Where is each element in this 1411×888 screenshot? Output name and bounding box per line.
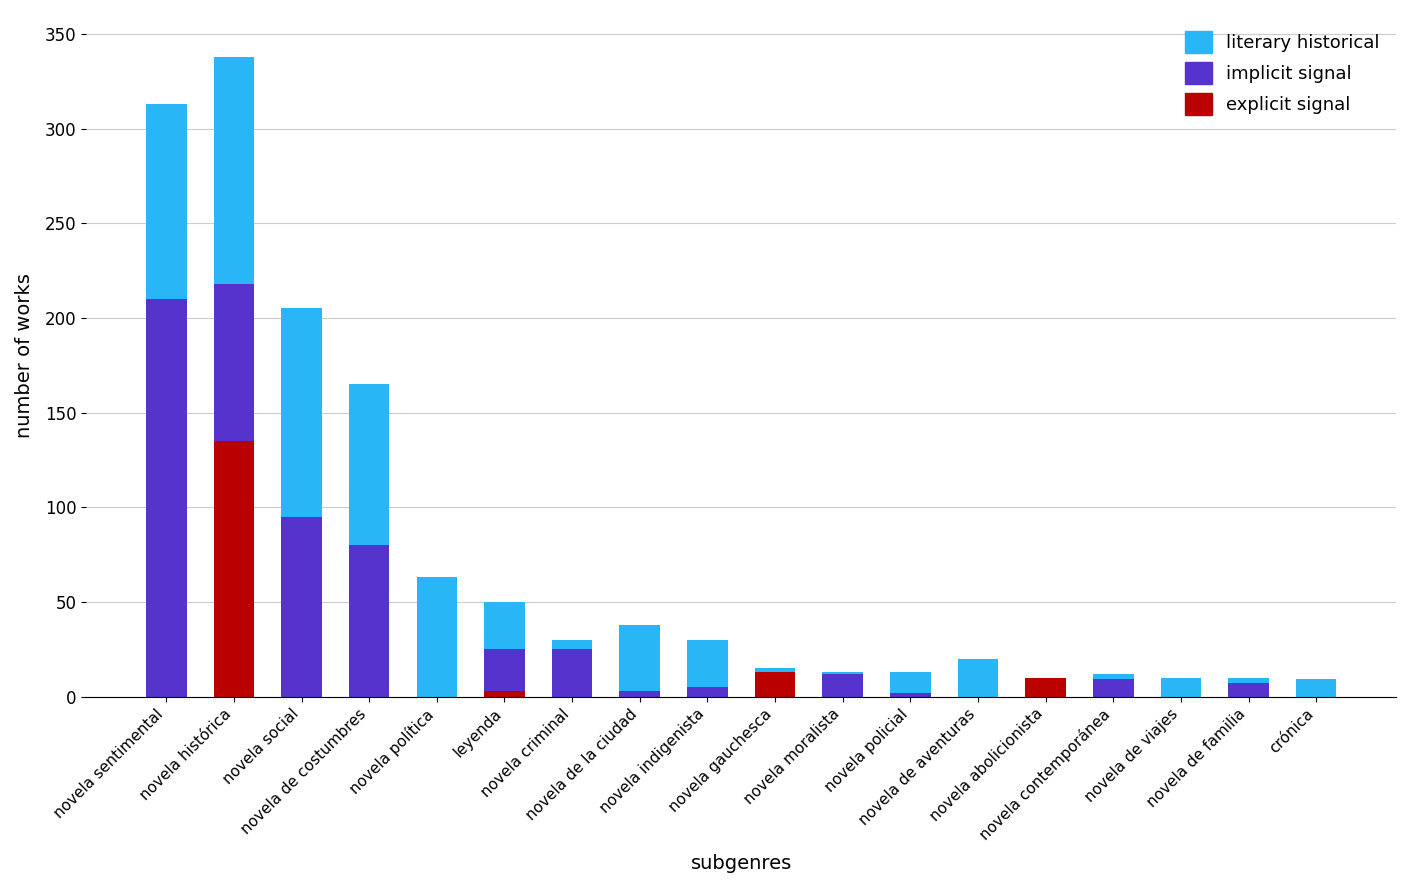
Bar bbox=[1228, 683, 1268, 696]
Bar bbox=[1161, 678, 1201, 696]
Bar bbox=[687, 639, 728, 687]
X-axis label: subgenres: subgenres bbox=[690, 854, 792, 873]
Bar bbox=[755, 668, 796, 672]
Y-axis label: number of works: number of works bbox=[16, 274, 34, 438]
Bar bbox=[145, 299, 186, 696]
Bar bbox=[823, 672, 864, 674]
Bar bbox=[416, 577, 457, 696]
Bar bbox=[619, 691, 660, 696]
Bar bbox=[890, 672, 931, 693]
Bar bbox=[823, 674, 864, 696]
Bar bbox=[213, 284, 254, 441]
Bar bbox=[552, 649, 593, 696]
Bar bbox=[552, 639, 593, 649]
Bar bbox=[958, 659, 998, 696]
Bar bbox=[1026, 678, 1065, 696]
Bar bbox=[349, 385, 389, 545]
Bar bbox=[755, 672, 796, 696]
Bar bbox=[145, 104, 186, 299]
Bar bbox=[619, 624, 660, 691]
Bar bbox=[484, 691, 525, 696]
Bar bbox=[281, 308, 322, 517]
Bar bbox=[687, 687, 728, 696]
Bar bbox=[484, 602, 525, 649]
Bar bbox=[484, 649, 525, 691]
Bar bbox=[890, 693, 931, 696]
Legend: literary historical, implicit signal, explicit signal: literary historical, implicit signal, ex… bbox=[1178, 24, 1387, 123]
Bar bbox=[213, 57, 254, 284]
Bar bbox=[281, 517, 322, 696]
Bar bbox=[1094, 679, 1133, 696]
Bar bbox=[1094, 674, 1133, 679]
Bar bbox=[349, 545, 389, 696]
Bar bbox=[1228, 678, 1268, 683]
Bar bbox=[213, 441, 254, 696]
Bar bbox=[1295, 679, 1336, 696]
